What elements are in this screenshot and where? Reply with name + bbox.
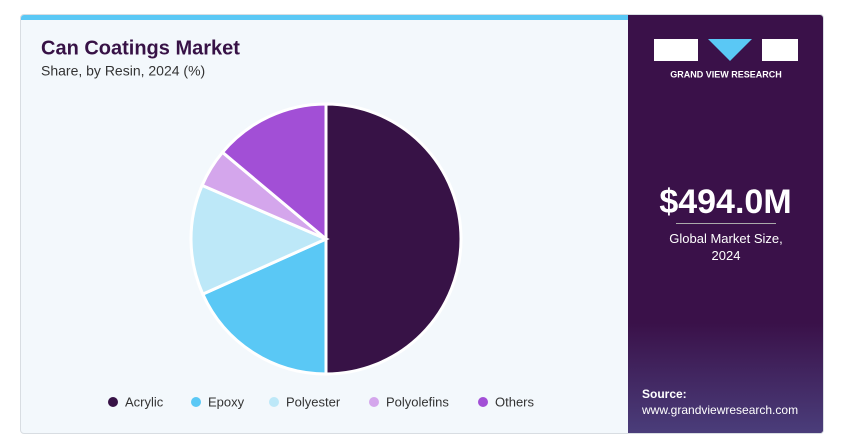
legend-swatch — [369, 397, 379, 407]
pie-slice — [220, 102, 328, 243]
legend-label: Epoxy — [208, 394, 245, 409]
chart-subtitle: Share, by Resin, 2024 (%) — [41, 63, 205, 79]
legend-swatch — [478, 397, 488, 407]
legend-swatch — [269, 397, 279, 407]
source-label: Source: — [642, 387, 687, 401]
pie-slice — [324, 102, 463, 376]
sidebar: GRAND VIEW RESEARCH $494.0M Global Marke… — [628, 15, 823, 433]
legend-label: Polyolefins — [386, 394, 449, 409]
chart: Can Coatings Market Share, by Resin, 202… — [41, 37, 535, 409]
chart-title: Can Coatings Market — [41, 37, 240, 59]
legend-label: Others — [495, 394, 535, 409]
legend-swatch — [191, 397, 201, 407]
logo-v — [708, 39, 752, 61]
logo-block — [762, 39, 798, 61]
sidebar-fade — [628, 323, 823, 433]
legend-label: Polyester — [286, 394, 341, 409]
logo: GRAND VIEW RESEARCH — [654, 39, 798, 79]
market-size: $494.0M — [659, 183, 792, 221]
logo-block — [654, 39, 698, 61]
legend-swatch — [108, 397, 118, 407]
top-bar — [21, 15, 628, 20]
logo-text: GRAND VIEW RESEARCH — [670, 69, 782, 79]
legend-label: Acrylic — [125, 394, 164, 409]
source-url: www.grandviewresearch.com — [642, 403, 799, 417]
pie-slice — [200, 236, 328, 376]
card: GRAND VIEW RESEARCH $494.0M Global Marke… — [20, 14, 824, 434]
market-size-label: Global Market Size, 2024 — [669, 231, 783, 263]
pie-slice — [189, 183, 330, 297]
